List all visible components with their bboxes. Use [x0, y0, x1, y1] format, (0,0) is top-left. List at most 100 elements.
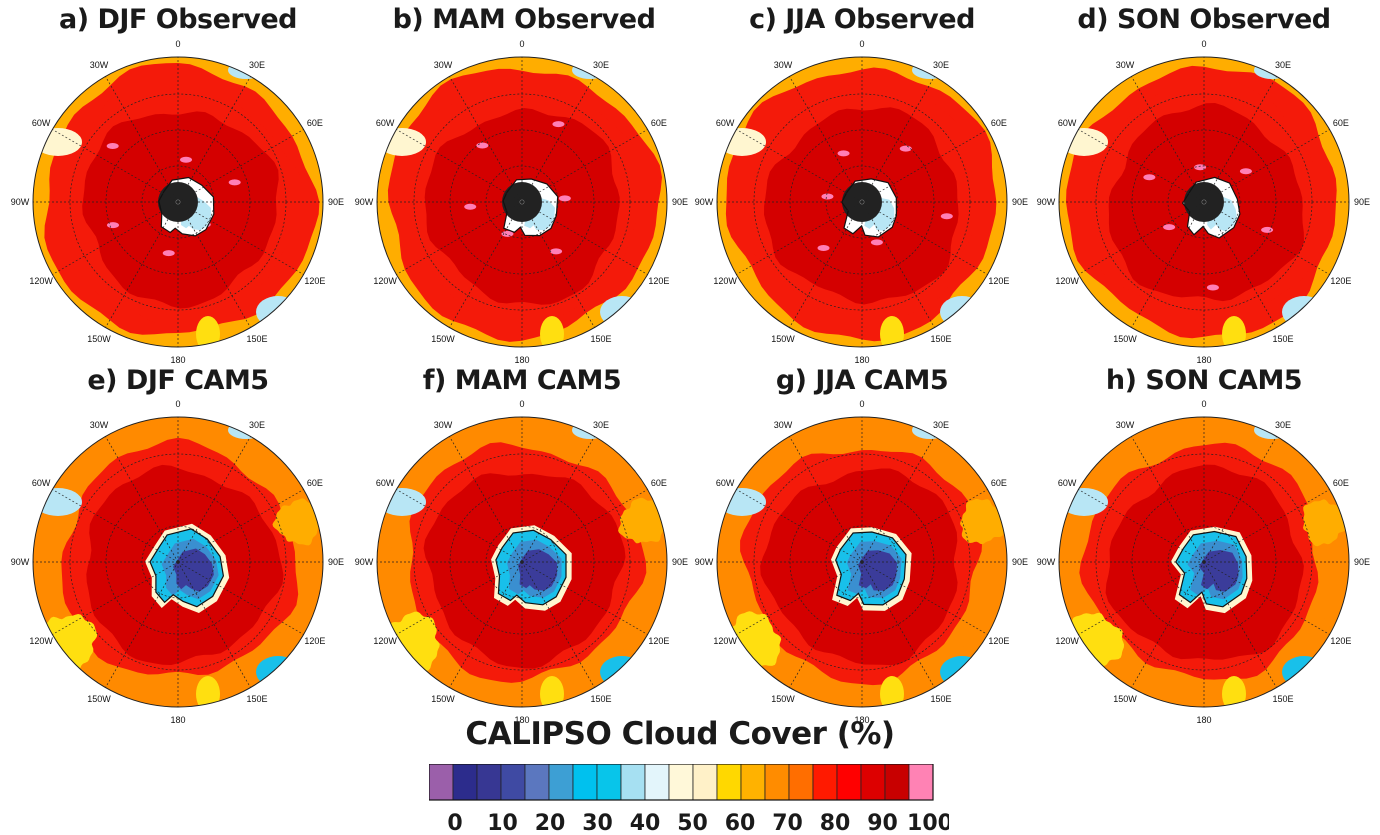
longitude-label: 0: [859, 39, 864, 49]
map-boundary: [32, 56, 324, 348]
longitude-label: 120W: [373, 636, 397, 646]
longitude-label: 150E: [930, 334, 951, 344]
colorbar-tick-label: 10: [487, 811, 518, 834]
map-boundary: [376, 56, 668, 348]
longitude-label: 90W: [11, 197, 30, 207]
longitude-label: 90E: [672, 557, 688, 567]
longitude-label: 90W: [695, 197, 714, 207]
longitude-label: 180: [854, 715, 869, 725]
longitude-label: 60W: [716, 478, 735, 488]
polar-map-djf-observed: 0 30E 60E 90E 120E 150E 180 150W 120W 90W 60W 30W: [11, 39, 344, 365]
longitude-label: 120E: [648, 276, 669, 286]
longitude-label: 180: [854, 355, 869, 365]
antarctica-coastline: [502, 178, 559, 237]
longitude-label: 60W: [1058, 118, 1077, 128]
meridian: [177, 201, 304, 275]
meridian: [861, 561, 988, 635]
longitude-label: 90W: [355, 197, 374, 207]
colorbar-tick-label: 50: [677, 811, 708, 834]
meridian: [1203, 129, 1330, 203]
colorbar-tick-label: 70: [772, 811, 803, 834]
longitude-label: 0: [1201, 399, 1206, 409]
meridian: [105, 76, 179, 203]
colorbar-tick-label: 0: [447, 811, 462, 834]
longitude-label: 150E: [930, 694, 951, 704]
cloud-cover-max-spot: [837, 150, 850, 157]
colorbar-swatch: [884, 764, 910, 801]
longitude-label: 30W: [774, 60, 793, 70]
colorbar-swatch: [836, 764, 862, 801]
map-boundary: [376, 416, 668, 708]
meridian: [1131, 561, 1205, 688]
colorbar-swatch: [548, 764, 574, 801]
panel-title-c: c) JJA Observed: [749, 4, 975, 35]
longitude-label: 60E: [651, 478, 667, 488]
meridian: [177, 129, 304, 203]
meridian: [1203, 561, 1330, 635]
longitude-label: 30W: [434, 420, 453, 430]
cloud-cover-max-spot: [1239, 168, 1252, 175]
longitude-label: 120W: [713, 276, 737, 286]
meridian: [1131, 201, 1205, 328]
cloud-band: [960, 499, 1006, 545]
antarctica-cloud-low: [518, 549, 558, 591]
cloud-cover-max-spot: [1143, 174, 1156, 181]
meridian: [396, 201, 523, 275]
longitude-label: 120E: [988, 276, 1009, 286]
colorbar-title: CALIPSO Cloud Cover (%): [465, 716, 895, 752]
longitude-label: 150W: [771, 694, 795, 704]
longitude-label: 90E: [1012, 197, 1028, 207]
colorbar-swatch: [429, 764, 454, 801]
longitude-label: 0: [519, 399, 524, 409]
longitude-label: 180: [514, 355, 529, 365]
longitude-label: 90E: [328, 197, 344, 207]
longitude-label: 150E: [590, 334, 611, 344]
longitude-label: 60E: [1333, 478, 1349, 488]
longitude-label: 60E: [1333, 118, 1349, 128]
colorbar-tick-label: 100: [907, 811, 949, 834]
cloud-cover-max-spot: [817, 245, 830, 252]
antarctica-coastline: [1175, 530, 1248, 608]
meridian: [861, 201, 935, 328]
meridian: [521, 201, 595, 328]
longitude-label: 60W: [376, 118, 395, 128]
meridian: [449, 436, 523, 563]
longitude-label: 90W: [695, 557, 714, 567]
meridian: [1203, 201, 1330, 275]
cloud-cover-max-spot: [476, 142, 489, 149]
meridian: [52, 489, 179, 563]
meridian: [177, 561, 251, 688]
meridian: [1078, 129, 1205, 203]
meridian: [105, 201, 179, 328]
longitude-label: 90E: [672, 197, 688, 207]
antarctica-coastline: [495, 529, 567, 606]
colorbar-swatch: [716, 764, 742, 801]
colorbar-swatch: [860, 764, 886, 801]
longitude-label: 150E: [1272, 694, 1293, 704]
longitude-label: 150E: [590, 694, 611, 704]
longitude-label: 150W: [1113, 694, 1137, 704]
polar-map-jja-observed: 0 30E 60E 90E 120E 150E 180 150W 120W 90W 60W 30W: [695, 39, 1028, 365]
longitude-label: 30W: [434, 60, 453, 70]
antarctica-coastline: [835, 531, 907, 606]
longitude-label: 180: [514, 715, 529, 725]
longitude-label: 120E: [648, 636, 669, 646]
longitude-label: 90E: [1012, 557, 1028, 567]
polar-map-son-observed: 0 30E 60E 90E 120E 150E 180 150W 120W 90W 60W 30W: [1037, 39, 1370, 365]
longitude-label: 30W: [90, 420, 109, 430]
map-boundary: [1058, 416, 1350, 708]
panel-title-h: h) SON CAM5: [1105, 365, 1303, 396]
meridian: [177, 76, 251, 203]
polar-map-jja-cam5: 0 30E 60E 90E 120E 150E 180 150W 120W 90W 60W 30W: [695, 399, 1028, 725]
antarctica-coastline: [158, 176, 215, 237]
colorbar-swatch: [908, 764, 934, 801]
meridian: [861, 436, 935, 563]
colorbar-swatch: [764, 764, 790, 801]
meridian: [1078, 561, 1205, 635]
longitude-label: 150E: [246, 334, 267, 344]
meridian: [736, 489, 863, 563]
south-america-patch: [34, 128, 82, 156]
meridian: [861, 129, 988, 203]
cloud-cover-max-spot: [464, 203, 477, 210]
meridian: [177, 489, 304, 563]
